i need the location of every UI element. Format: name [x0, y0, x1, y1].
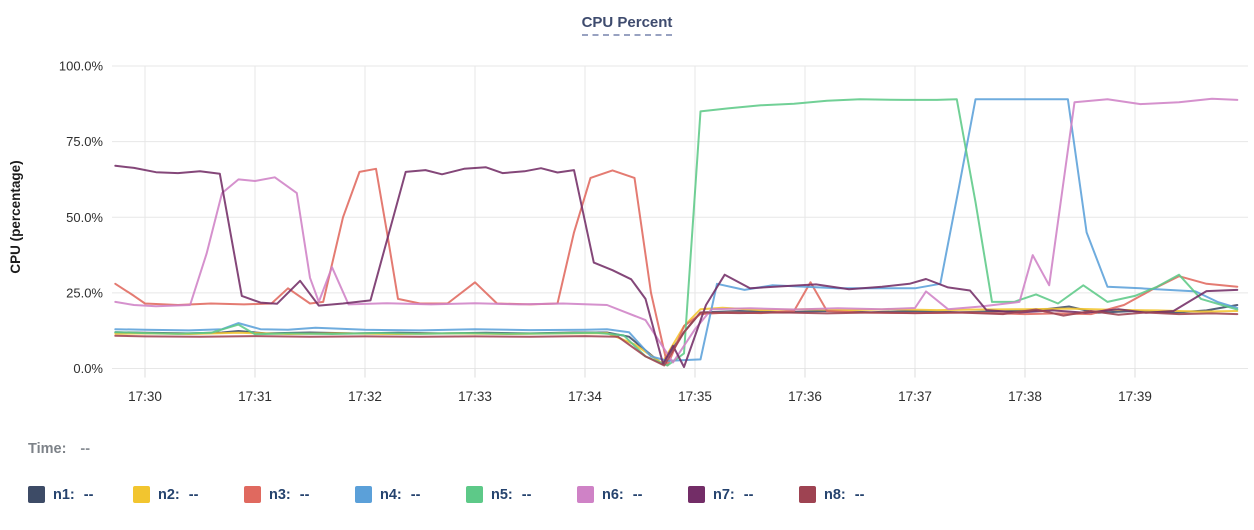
x-tick-label: 17:33: [458, 389, 492, 404]
x-tick-label: 17:31: [238, 389, 272, 404]
x-tick-label: 17:34: [568, 389, 602, 404]
legend-label-n5: n5:: [491, 486, 513, 503]
legend-swatch-n4: [355, 486, 372, 503]
series-line-n8: [114, 308, 1239, 367]
legend-value-n6: --: [632, 486, 643, 503]
legend-swatch-n3: [244, 486, 261, 503]
legend-label-n8: n8:: [824, 486, 846, 503]
legend-swatch-n2: [133, 486, 150, 503]
x-tick-label: 17:30: [128, 389, 162, 404]
legend-label-n4: n4:: [380, 486, 402, 503]
legend-value-n8: --: [854, 486, 865, 503]
legend-item-n8[interactable]: n8: --: [799, 486, 910, 503]
series-line-n5: [114, 98, 1239, 367]
legend-value-n3: --: [299, 486, 310, 503]
legend-item-n2[interactable]: n2: --: [133, 486, 244, 503]
legend-value-n5: --: [521, 486, 532, 503]
legend-item-n4[interactable]: n4: --: [355, 486, 466, 503]
x-tick-label: 17:37: [898, 389, 932, 404]
y-tick-label: 0.0%: [73, 361, 103, 376]
time-readout: Time: --: [28, 441, 90, 457]
series-line-n2: [114, 306, 1239, 365]
legend-item-n5[interactable]: n5: --: [466, 486, 577, 503]
legend-label-n6: n6:: [602, 486, 624, 503]
cpu-chart-canvas[interactable]: 0.0% 25.0% 50.0% 75.0% 100.0% 17:30 17:31 17:32…: [0, 0, 1254, 420]
x-tick-label: 17:39: [1118, 389, 1152, 404]
x-tick-label: 17:36: [788, 389, 822, 404]
legend-item-n6[interactable]: n6: --: [577, 486, 688, 503]
time-readout-value: --: [80, 441, 91, 457]
chart-title[interactable]: CPU Percent: [581, 14, 673, 36]
y-tick-label: 75.0%: [66, 134, 103, 149]
legend-item-n1[interactable]: n1: --: [28, 486, 133, 503]
y-tick-label: 25.0%: [66, 285, 103, 300]
legend-swatch-n1: [28, 486, 45, 503]
legend-label-n1: n1:: [53, 486, 75, 503]
legend-swatch-n5: [466, 486, 483, 503]
legend-value-n7: --: [743, 486, 754, 503]
axis-tick-labels: 0.0% 25.0% 50.0% 75.0% 100.0% 17:30 17:31 17:32…: [59, 59, 1152, 405]
chart-title-row: CPU Percent: [0, 14, 1254, 36]
legend-swatch-n6: [577, 486, 594, 503]
grid-lines: [112, 65, 1248, 378]
chart-legend: n1: -- n2: -- n3: -- n4: -- n5: -- n6: -- n7: -- n8: --: [28, 486, 1228, 503]
y-tick-label: 100.0%: [59, 59, 104, 74]
legend-label-n7: n7:: [713, 486, 735, 503]
series-line-n4: [114, 98, 1239, 362]
x-tick-label: 17:35: [678, 389, 712, 404]
series-lines: [114, 97, 1239, 368]
legend-swatch-n8: [799, 486, 816, 503]
legend-swatch-n7: [688, 486, 705, 503]
legend-label-n3: n3:: [269, 486, 291, 503]
y-axis-title: CPU (percentage): [8, 160, 23, 273]
y-tick-label: 50.0%: [66, 210, 103, 225]
legend-item-n7[interactable]: n7: --: [688, 486, 799, 503]
legend-value-n1: --: [83, 486, 94, 503]
x-tick-label: 17:38: [1008, 389, 1042, 404]
series-line-n6: [114, 97, 1239, 364]
time-readout-label: Time:: [28, 441, 67, 457]
legend-item-n3[interactable]: n3: --: [244, 486, 355, 503]
x-tick-label: 17:32: [348, 389, 382, 404]
series-line-n7: [114, 164, 1239, 368]
legend-label-n2: n2:: [158, 486, 180, 503]
legend-value-n4: --: [410, 486, 421, 503]
legend-value-n2: --: [188, 486, 199, 503]
